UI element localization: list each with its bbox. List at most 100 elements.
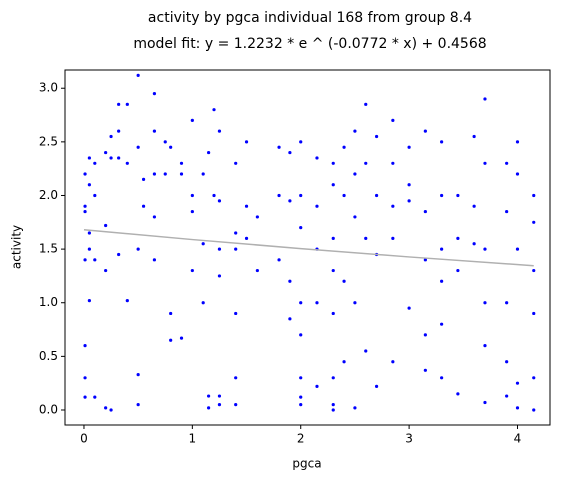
point [87, 247, 91, 251]
point [234, 311, 238, 316]
point [532, 376, 536, 380]
point [234, 403, 238, 407]
point [217, 274, 222, 278]
point [342, 360, 346, 364]
point [109, 156, 113, 160]
point [277, 193, 281, 198]
point [423, 129, 427, 133]
point [331, 183, 335, 187]
point [299, 333, 303, 337]
point [407, 145, 411, 149]
point [179, 336, 184, 340]
x-tick-label: 3 [405, 432, 413, 446]
point [342, 145, 346, 149]
y-tick-label: 2.5 [39, 134, 58, 148]
point [483, 301, 487, 305]
point [391, 236, 395, 240]
point [315, 301, 319, 305]
point [423, 209, 427, 214]
point [244, 140, 249, 144]
point [299, 226, 303, 230]
point [331, 403, 335, 407]
point [234, 376, 238, 380]
point [141, 177, 146, 181]
point [391, 360, 395, 364]
point [117, 129, 121, 133]
point [440, 140, 444, 144]
point [342, 279, 346, 283]
point [515, 406, 520, 410]
point [87, 183, 91, 187]
point [353, 129, 357, 133]
chart-subtitle: model fit: y = 1.2232 * e ^ (-0.0772 * x… [133, 36, 486, 52]
y-tick-label: 0.0 [39, 402, 58, 416]
point [353, 301, 357, 305]
point [163, 140, 167, 144]
point [515, 247, 520, 251]
point [83, 344, 87, 348]
chart-title: activity by pgca individual 168 from gro… [148, 10, 472, 26]
point [364, 102, 368, 106]
x-axis-label: pgca [292, 457, 321, 471]
point [87, 231, 91, 235]
point [152, 215, 157, 219]
point [255, 268, 259, 273]
point [505, 161, 509, 165]
point [440, 376, 444, 380]
point [532, 408, 536, 412]
point [190, 209, 194, 214]
point [117, 156, 121, 160]
point [364, 349, 368, 353]
point [472, 204, 476, 208]
y-tick-label: 3.0 [39, 81, 58, 95]
point [93, 193, 97, 198]
point [190, 193, 194, 198]
y-axis-label: activity [10, 225, 24, 269]
point [532, 268, 536, 273]
point [217, 199, 222, 203]
point [83, 204, 87, 208]
point [288, 150, 292, 155]
point [207, 406, 211, 410]
point [136, 73, 140, 77]
point [83, 172, 87, 176]
point [244, 236, 249, 240]
point [87, 156, 91, 160]
point [179, 161, 184, 165]
point [152, 172, 157, 176]
point [136, 247, 140, 251]
point [83, 395, 87, 399]
point [136, 145, 140, 149]
point [374, 134, 379, 139]
point [163, 172, 167, 176]
point [364, 161, 368, 165]
point [456, 268, 460, 273]
point [136, 403, 140, 407]
point [483, 344, 487, 348]
point [440, 322, 444, 326]
point [423, 258, 427, 262]
point [104, 268, 108, 273]
point [456, 193, 460, 198]
point [93, 258, 97, 262]
point [117, 252, 121, 257]
point [472, 134, 476, 139]
point [331, 311, 335, 316]
point [141, 204, 146, 208]
point [374, 384, 379, 388]
point [299, 395, 303, 399]
point [288, 317, 292, 321]
point [472, 242, 476, 246]
x-tick-label: 1 [189, 432, 197, 446]
point [505, 360, 509, 364]
point [179, 172, 184, 176]
point [152, 258, 157, 262]
point [407, 199, 411, 203]
y-tick-label: 0.5 [39, 349, 58, 363]
point [315, 384, 319, 388]
point [190, 268, 194, 273]
point [407, 306, 411, 310]
point [505, 301, 509, 305]
point [353, 172, 357, 176]
